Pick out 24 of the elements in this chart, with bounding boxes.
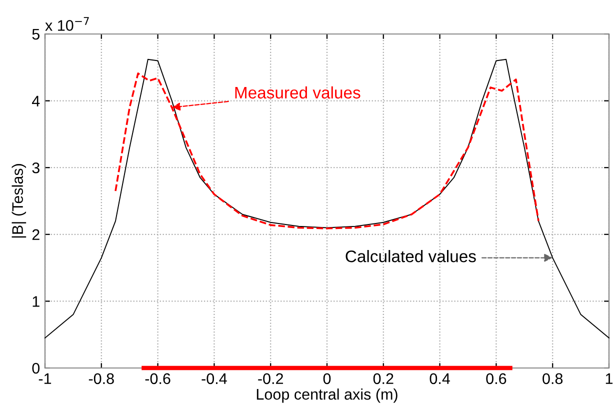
x-tick-label: -0.4 [202,373,227,384]
y-axis-title: |B| (Teslas) [12,164,26,238]
y-tick-label: 4 [32,96,40,106]
x-tick-label: -1 [38,373,52,384]
annotation: Measured values [235,86,360,99]
x-tick-label: 0.2 [373,373,394,384]
x-tick-label: 1 [606,373,613,384]
text: x 10$^{−7}$ [45,17,89,31]
y-tick-label: 3 [32,162,40,174]
y-tick-label: 0 [32,362,40,374]
x-tick-label: -0.2 [258,373,283,384]
y-tick-label: 1 [32,296,40,307]
x-tick-label: 0.4 [430,373,450,384]
x-tick-label: 0 [323,373,331,384]
x-tick-label: 0.6 [486,373,506,384]
annotation: Calculated values [346,250,476,262]
line-series [44,58,610,338]
x-tick-label: 0.8 [542,373,563,384]
x-tick-label: -0.8 [88,373,114,384]
y-tick-label: 5 [32,29,40,40]
x-tick-label: -0.6 [145,373,170,384]
y-tick-label: 2 [32,229,40,240]
x-axis-title: Loop central axis (m) [256,388,398,403]
line-series [114,72,540,230]
